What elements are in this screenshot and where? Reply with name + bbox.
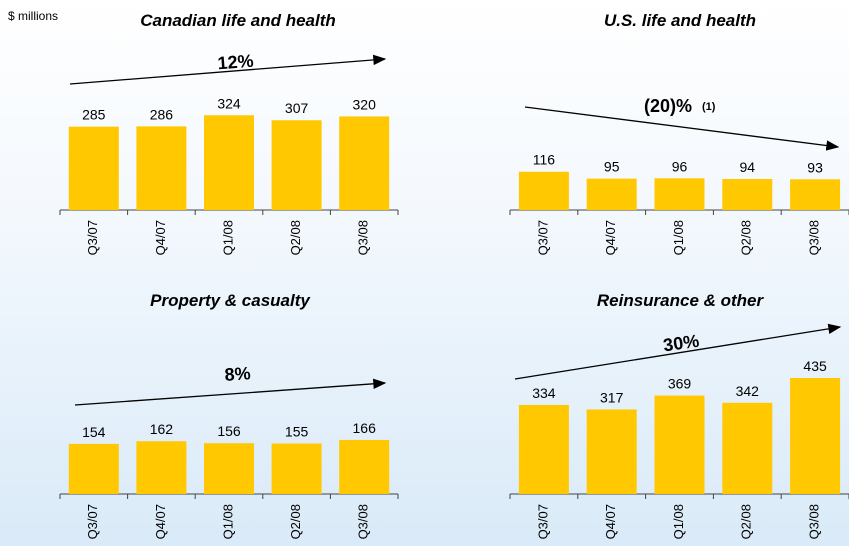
x-tick-label: Q2/08 bbox=[288, 220, 303, 255]
panel-title: Reinsurance & other bbox=[597, 291, 765, 310]
value-label: 342 bbox=[736, 383, 760, 399]
bar bbox=[586, 409, 637, 494]
x-tick-label: Q2/08 bbox=[288, 504, 303, 539]
x-tick-label: Q3/08 bbox=[356, 504, 371, 539]
x-tick-label: Q2/08 bbox=[739, 220, 754, 255]
bar bbox=[654, 178, 705, 210]
bar bbox=[722, 402, 773, 494]
x-tick-label: Q2/08 bbox=[739, 504, 754, 539]
bar bbox=[68, 443, 119, 494]
x-tick-label: Q3/07 bbox=[535, 220, 550, 255]
x-tick-label: Q3/07 bbox=[85, 220, 100, 255]
growth-label: 12% bbox=[217, 51, 254, 74]
trend-arrow bbox=[514, 323, 842, 380]
growth-label: 30% bbox=[662, 331, 700, 356]
trend-arrow bbox=[74, 378, 387, 406]
x-tick-label: Q3/08 bbox=[807, 220, 822, 255]
x-tick-label: Q1/08 bbox=[220, 504, 235, 539]
x-tick-label: Q1/08 bbox=[671, 220, 686, 255]
bar bbox=[586, 178, 637, 210]
bar bbox=[339, 116, 390, 210]
value-label: 166 bbox=[353, 420, 377, 436]
units-label: $ millions bbox=[8, 9, 58, 23]
x-tick-label: Q3/08 bbox=[356, 220, 371, 255]
bar bbox=[136, 441, 187, 494]
value-label: 317 bbox=[600, 389, 624, 405]
value-label: 156 bbox=[217, 423, 241, 439]
value-label: 155 bbox=[285, 424, 309, 440]
value-label: 324 bbox=[217, 95, 241, 111]
bar bbox=[68, 126, 119, 210]
x-tick-label: Q3/08 bbox=[807, 504, 822, 539]
bar bbox=[790, 378, 841, 494]
value-label: 334 bbox=[532, 385, 556, 401]
x-tick-label: Q3/07 bbox=[85, 504, 100, 539]
bar bbox=[518, 171, 569, 210]
bar bbox=[204, 443, 254, 494]
bar bbox=[654, 395, 705, 494]
x-tick-label: Q1/08 bbox=[671, 504, 686, 539]
value-label: 154 bbox=[82, 424, 106, 440]
panel-title: Canadian life and health bbox=[140, 11, 336, 30]
bar bbox=[790, 179, 841, 210]
value-label: 285 bbox=[82, 107, 106, 123]
x-tick-label: Q4/07 bbox=[603, 220, 618, 255]
bar bbox=[204, 115, 254, 210]
trend-arrow bbox=[524, 106, 840, 151]
bar bbox=[339, 439, 390, 494]
value-label: 96 bbox=[672, 158, 688, 174]
value-label: 369 bbox=[668, 376, 692, 392]
value-label: 94 bbox=[740, 159, 756, 175]
value-label: 95 bbox=[604, 159, 620, 175]
value-label: 116 bbox=[533, 152, 556, 168]
x-tick-label: Q4/07 bbox=[153, 220, 168, 255]
bar bbox=[722, 178, 773, 210]
growth-label: 8% bbox=[224, 363, 251, 385]
value-label: 435 bbox=[803, 358, 827, 374]
value-label: 286 bbox=[150, 106, 174, 122]
trend-arrow bbox=[69, 54, 387, 85]
growth-label: (20)% bbox=[644, 96, 692, 116]
footnote-marker: (1) bbox=[702, 101, 716, 113]
x-tick-label: Q1/08 bbox=[220, 220, 235, 255]
value-label: 307 bbox=[285, 100, 309, 116]
panel-title: Property & casualty bbox=[150, 291, 311, 310]
x-tick-label: Q3/07 bbox=[535, 504, 550, 539]
panel-title: U.S. life and health bbox=[604, 11, 756, 30]
bar bbox=[271, 120, 322, 210]
x-tick-label: Q4/07 bbox=[153, 504, 168, 539]
value-label: 93 bbox=[807, 159, 823, 175]
bar bbox=[136, 126, 187, 210]
x-tick-label: Q4/07 bbox=[603, 504, 618, 539]
bar bbox=[518, 404, 569, 494]
bar bbox=[271, 443, 322, 494]
value-label: 320 bbox=[353, 96, 377, 112]
value-label: 162 bbox=[150, 421, 174, 437]
